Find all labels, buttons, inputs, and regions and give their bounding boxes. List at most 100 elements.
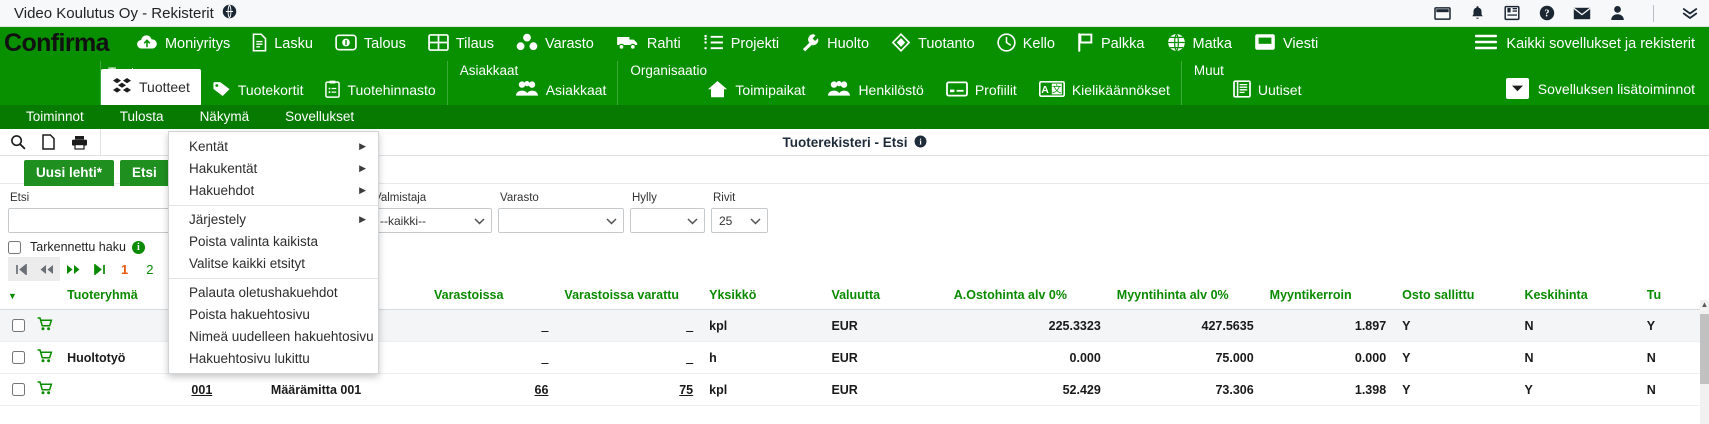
book-icon[interactable] xyxy=(1503,4,1521,22)
new-sheet-button[interactable]: Uusi lehti* xyxy=(24,159,115,186)
th-select-all[interactable]: ▼ xyxy=(0,282,29,310)
row-checkbox[interactable] xyxy=(12,351,25,364)
rivit-select[interactable]: 25 xyxy=(711,208,768,233)
varasto-select[interactable] xyxy=(498,208,624,233)
menu-item-hakuehdot[interactable]: Hakuehdot ▶ xyxy=(169,180,378,202)
row-cart-cell[interactable] xyxy=(28,309,60,342)
valmistaja-select[interactable]: --kaikki-- xyxy=(372,208,492,233)
nav-item-viesti[interactable]: Viesti xyxy=(1243,27,1329,61)
print-icon[interactable] xyxy=(71,134,88,151)
nav-item-palkka[interactable]: Palkka xyxy=(1066,27,1156,61)
menu-item-poista-hakuehtosivu[interactable]: Poista hakuehtosivu xyxy=(169,304,378,326)
menu-item-nimea-uudelleen-hakuehtosivu[interactable]: Nimeä uudelleen hakuehtosivu xyxy=(169,326,378,348)
cell-varastoissa[interactable]: _ xyxy=(425,309,557,342)
menu-item-hakukentat[interactable]: Hakukentät ▶ xyxy=(169,158,378,180)
table-row[interactable]: 001 Määrämitta 001 66 75 kpl EUR 52.429 … xyxy=(0,373,1700,406)
prev-page-icon[interactable] xyxy=(34,257,60,281)
menu-toiminnot[interactable]: Toiminnot xyxy=(26,109,84,124)
menu-item-palauta-oletushakuehdot[interactable]: Palauta oletushakuehdot xyxy=(169,282,378,304)
search-icon[interactable] xyxy=(9,134,26,151)
cart-icon[interactable] xyxy=(37,381,53,398)
sheet-tab-etsi[interactable]: Etsi xyxy=(120,159,169,186)
nav-item-projekti[interactable]: Projekti xyxy=(692,27,790,61)
first-page-icon[interactable] xyxy=(8,257,34,281)
th-osto-sallittu[interactable]: Osto sallittu xyxy=(1394,282,1517,310)
th-ostohinta[interactable]: A.Ostohinta alv 0% xyxy=(945,282,1109,310)
hylly-select[interactable] xyxy=(630,208,705,233)
nav-item-varasto[interactable]: Varasto xyxy=(505,27,605,61)
menu-item-hakuehtosivu-lukittu[interactable]: Hakuehtosivu lukittu xyxy=(169,348,378,370)
nav-item-matka[interactable]: Matka xyxy=(1156,27,1244,61)
new-document-icon[interactable] xyxy=(40,134,57,151)
th-varastoissa[interactable]: Varastoissa xyxy=(425,282,557,310)
menu-item-kentat[interactable]: Kentät ▶ xyxy=(169,136,378,158)
th-tu[interactable]: Tu xyxy=(1638,282,1700,310)
menu-item-jarjestely[interactable]: Järjestely ▶ xyxy=(169,209,378,231)
menu-item-poista-valinta-kaikista[interactable]: Poista valinta kaikista xyxy=(169,231,378,253)
table-row[interactable]: Huoltotyö 000100 Huoltotyö _ _ h EUR 0.0… xyxy=(0,341,1700,374)
cell-varastoissa-varattu[interactable]: 75 xyxy=(556,373,702,406)
brand-logo[interactable]: Confirma xyxy=(4,28,110,57)
advanced-search-checkbox[interactable] xyxy=(8,240,21,254)
double-chevron-down-icon[interactable] xyxy=(1681,4,1699,22)
tab-toimipaikat[interactable]: Toimipaikat xyxy=(696,75,816,105)
user-icon[interactable] xyxy=(1608,4,1626,22)
row-checkbox-cell[interactable] xyxy=(0,341,29,374)
nav-item-rahti[interactable]: Rahti xyxy=(605,27,692,61)
th-yksikko[interactable]: Yksikkö xyxy=(701,282,824,310)
th-tuoteryhma[interactable]: Tuoteryhmä xyxy=(59,282,184,310)
th-valuutta[interactable]: Valuutta xyxy=(823,282,946,310)
nav-item-huolto[interactable]: Huolto xyxy=(790,27,880,61)
sort-caret-icon[interactable]: ▼ xyxy=(8,291,17,301)
tab-tuotekortit[interactable]: Tuotekortit xyxy=(201,75,315,105)
help-icon[interactable]: ? xyxy=(1538,4,1556,22)
nav-item-moniyritys[interactable]: Moniyritys xyxy=(125,27,241,61)
app-extra-functions-button[interactable]: Sovelluksen lisätoiminnot xyxy=(1505,78,1695,99)
row-cart-cell[interactable] xyxy=(28,341,60,374)
cart-icon[interactable] xyxy=(37,317,53,334)
cell-varastoissa-varattu[interactable]: _ xyxy=(556,309,702,342)
row-checkbox-cell[interactable] xyxy=(0,373,29,406)
cart-icon[interactable] xyxy=(37,349,53,366)
last-page-icon[interactable] xyxy=(86,257,112,281)
cell-varastoissa[interactable]: 66 xyxy=(425,373,557,406)
row-checkbox-cell[interactable] xyxy=(0,309,29,342)
tab-uutiset[interactable]: Uutiset xyxy=(1222,75,1313,105)
all-apps-button[interactable]: Kaikki sovellukset ja rekisterit xyxy=(1475,27,1695,61)
nav-item-lasku[interactable]: Lasku xyxy=(241,27,324,61)
th-keskihinta[interactable]: Keskihinta xyxy=(1516,282,1639,310)
cell-koodi[interactable]: 001 xyxy=(183,373,263,406)
next-page-icon[interactable] xyxy=(60,257,86,281)
th-myyntihinta[interactable]: Myyntihinta alv 0% xyxy=(1108,282,1262,310)
tab-profiilit[interactable]: Profiilit xyxy=(935,75,1028,105)
mail-icon[interactable] xyxy=(1573,4,1591,22)
row-cart-cell[interactable] xyxy=(28,373,60,406)
nav-item-talous[interactable]: Talous xyxy=(324,27,417,61)
menu-sovellukset[interactable]: Sovellukset xyxy=(285,109,355,124)
tab-tuotehinnasto[interactable]: Tuotehinnasto xyxy=(314,75,446,105)
menu-item-valitse-kaikki-etsityt[interactable]: Valitse kaikki etsityt xyxy=(169,253,378,275)
page-number-1[interactable]: 1 xyxy=(121,261,129,277)
row-checkbox[interactable] xyxy=(12,319,25,332)
th-varastoissa-varattu[interactable]: Varastoissa varattu xyxy=(556,282,702,310)
nav-item-kello[interactable]: Kello xyxy=(986,27,1066,61)
scrollbar-thumb[interactable] xyxy=(1700,314,1709,384)
window-icon[interactable] xyxy=(1433,4,1451,22)
nav-item-tilaus[interactable]: Tilaus xyxy=(417,27,505,61)
menu-tulosta[interactable]: Tulosta xyxy=(119,109,164,124)
th-myyntikerroin[interactable]: Myyntikerroin xyxy=(1261,282,1395,310)
scroll-up-arrow-icon[interactable]: ▲ xyxy=(1700,300,1709,309)
nav-item-tuotanto[interactable]: Tuotanto xyxy=(880,27,986,61)
info-icon[interactable]: i xyxy=(914,135,927,151)
menu-nakyma[interactable]: Näkymä xyxy=(199,109,250,124)
vertical-scrollbar[interactable]: ▲ xyxy=(1700,300,1709,424)
page-number-2[interactable]: 2 xyxy=(146,261,154,277)
cell-varastoissa[interactable]: _ xyxy=(425,341,557,374)
cell-varastoissa-varattu[interactable]: _ xyxy=(556,341,702,374)
info-icon[interactable]: i xyxy=(131,240,145,254)
tab-asiakkaat[interactable]: Asiakkaat xyxy=(504,75,618,105)
bell-icon[interactable] xyxy=(1468,4,1486,22)
tab-henkilosto[interactable]: Henkilöstö xyxy=(816,75,934,105)
row-checkbox[interactable] xyxy=(12,383,25,396)
